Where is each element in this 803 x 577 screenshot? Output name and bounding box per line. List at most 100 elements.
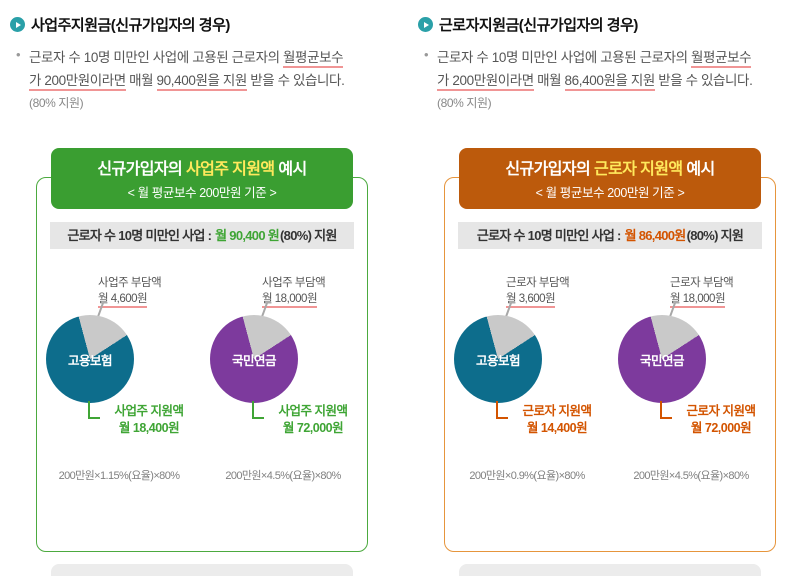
header-text: 예시 (682, 161, 715, 178)
desc-underlined: 90,400원을 지원 (156, 73, 247, 91)
support-title: 사업주 지원액 (278, 404, 348, 418)
support-label: 근로자 지원액 월 14,400원 (512, 403, 602, 436)
header-text: 신규가입자의 (505, 161, 594, 178)
formula-text: 200만원×4.5%(요율)×80% (633, 470, 749, 482)
desc-underlined: 가 200만원이라면 (29, 73, 126, 91)
burden-amount: 월 4,600원 (98, 293, 148, 308)
support-title: 근로자 지원액 (522, 404, 592, 418)
formula-text: 200만원×4.5%(요율)×80% (225, 470, 341, 482)
pie-group-employment-insurance: 근로자 부담액 월 3,600원 고용보험 근로자 지원액 월 14,400원 … (450, 275, 604, 489)
example-box-header: 신규가입자의 근로자 지원액 예시 < 월 평균보수 200만원 기준 > (459, 148, 761, 209)
support-label: 근로자 지원액 월 72,000원 (676, 403, 766, 436)
example-box-subtitle: < 월 평균보수 200만원 기준 > (127, 186, 277, 200)
desc-text: 받을 수 있습니다. (246, 73, 345, 88)
bullet-dot: • (424, 47, 429, 62)
bracket-line (88, 401, 100, 419)
summary-bar-label: 근로자 수 10명 미만인 사업 : (476, 228, 624, 243)
description-note: (80% 지원) (437, 96, 492, 110)
section-title: 사업주지원금(신규가입자의 경우) (31, 17, 230, 34)
pie-chart-label: 국민연금 (231, 353, 277, 368)
bracket-line (252, 401, 264, 419)
employer-support-column: 사업주지원금(신규가입자의 경우) • 근로자 수 10명 미만인 사업에 고용… (10, 14, 394, 576)
desc-underlined: 월평균보수 (691, 50, 752, 68)
arrow-circle-icon (10, 17, 25, 32)
pie-chart-national-pension: 국민연금 (210, 315, 298, 403)
summary-bar: 근로자 수 10명 미만인 사업 : 월 86,400원(80%) 지원 (458, 222, 762, 249)
pie-chart-employment-insurance: 고용보험 (46, 315, 134, 403)
burden-title: 근로자 부담액 (670, 277, 734, 289)
support-title: 근로자 지원액 (686, 404, 756, 418)
bracket-line (496, 401, 508, 419)
support-amount: 월 18,400원 (118, 420, 180, 435)
header-emphasis: 사업주 지원액 (185, 161, 275, 178)
desc-text: 받을 수 있습니다. (654, 73, 753, 88)
burden-amount: 월 3,600원 (506, 293, 556, 308)
next-section-strip (459, 564, 761, 576)
pie-chart-employment-insurance: 고용보험 (454, 315, 542, 403)
support-amount: 월 72,000원 (282, 420, 344, 435)
pie-chart-label: 고용보험 (475, 353, 521, 368)
formula-text: 200만원×1.15%(요율)×80% (58, 470, 180, 482)
summary-bar-tail: (80%) 지원 (280, 228, 337, 243)
burden-amount: 월 18,000원 (262, 293, 318, 308)
bracket-line (660, 401, 672, 419)
burden-label: 근로자 부담액 월 18,000원 (670, 275, 734, 308)
description-line-1: 근로자 수 10명 미만인 사업에 고용된 근로자의 월평균보수 (29, 46, 394, 69)
burden-label: 사업주 부담액 월 18,000원 (262, 275, 326, 308)
worker-example-box: 신규가입자의 근로자 지원액 예시 < 월 평균보수 200만원 기준 > 근로… (444, 148, 776, 552)
worker-support-column: 근로자지원금(신규가입자의 경우) • 근로자 수 10명 미만인 사업에 고용… (418, 14, 802, 576)
support-label: 사업주 지원액 월 72,000원 (268, 403, 358, 436)
desc-underlined: 월평균보수 (283, 50, 344, 68)
header-emphasis: 근로자 지원액 (593, 161, 683, 178)
pie-chart-label: 고용보험 (67, 353, 113, 368)
arrow-glyph (424, 21, 429, 28)
pie-row: 근로자 부담액 월 3,600원 고용보험 근로자 지원액 월 14,400원 … (445, 275, 775, 489)
description-line-2: 가 200만원이라면 매월 90,400원을 지원 받을 수 있습니다. (29, 69, 394, 92)
pie-group-national-pension: 사업주 부담액 월 18,000원 국민연금 사업주 지원액 월 72,000원… (206, 275, 360, 489)
section-description: • 근로자 수 10명 미만인 사업에 고용된 근로자의 월평균보수 가 200… (424, 46, 802, 115)
description-note: (80% 지원) (29, 96, 84, 110)
support-amount: 월 72,000원 (690, 420, 752, 435)
desc-text: 매월 (125, 73, 157, 88)
formula-text: 200만원×0.9%(요율)×80% (469, 470, 585, 482)
pie-chart-label: 국민연금 (639, 353, 685, 368)
summary-bar-amount: 월 86,400원 (624, 228, 687, 243)
support-label: 사업주 지원액 월 18,400원 (104, 403, 194, 436)
section-title-row: 근로자지원금(신규가입자의 경우) (418, 14, 802, 35)
next-section-strip (51, 564, 353, 576)
pie-group-national-pension: 근로자 부담액 월 18,000원 국민연금 근로자 지원액 월 72,000원… (614, 275, 768, 489)
section-description: • 근로자 수 10명 미만인 사업에 고용된 근로자의 월평균보수 가 200… (16, 46, 394, 115)
example-box-title: 신규가입자의 근로자 지원액 예시 (459, 155, 761, 179)
desc-text: 매월 (533, 73, 565, 88)
burden-title: 근로자 부담액 (506, 277, 570, 289)
burden-amount: 월 18,000원 (670, 293, 726, 308)
employer-example-box: 신규가입자의 사업주 지원액 예시 < 월 평균보수 200만원 기준 > 근로… (36, 148, 368, 552)
example-box-subtitle: < 월 평균보수 200만원 기준 > (535, 186, 685, 200)
pie-group-employment-insurance: 사업주 부담액 월 4,600원 고용보험 사업주 지원액 월 18,400원 … (42, 275, 196, 489)
section-title-row: 사업주지원금(신규가입자의 경우) (10, 14, 394, 35)
summary-bar-amount: 월 90,400 원 (215, 228, 280, 243)
bullet-dot: • (16, 47, 21, 62)
burden-title: 사업주 부담액 (98, 277, 162, 289)
desc-underlined: 가 200만원이라면 (437, 73, 534, 91)
header-text: 신규가입자의 (97, 161, 186, 178)
summary-bar: 근로자 수 10명 미만인 사업 : 월 90,400 원(80%) 지원 (50, 222, 354, 249)
desc-text: 근로자 수 10명 미만인 사업에 고용된 근로자의 (29, 50, 284, 65)
burden-label: 사업주 부담액 월 4,600원 (98, 275, 162, 308)
summary-bar-tail: (80%) 지원 (686, 228, 744, 243)
desc-underlined: 86,400원을 지원 (564, 73, 655, 91)
burden-label: 근로자 부담액 월 3,600원 (506, 275, 570, 308)
arrow-circle-icon (418, 17, 433, 32)
description-line-1: 근로자 수 10명 미만인 사업에 고용된 근로자의 월평균보수 (437, 46, 802, 69)
support-amount: 월 14,400원 (526, 420, 588, 435)
description-line-2: 가 200만원이라면 매월 86,400원을 지원 받을 수 있습니다. (437, 69, 802, 92)
arrow-glyph (16, 21, 21, 28)
pie-chart-national-pension: 국민연금 (618, 315, 706, 403)
example-box-header: 신규가입자의 사업주 지원액 예시 < 월 평균보수 200만원 기준 > (51, 148, 353, 209)
desc-text: 근로자 수 10명 미만인 사업에 고용된 근로자의 (437, 50, 692, 65)
section-title: 근로자지원금(신규가입자의 경우) (439, 17, 638, 34)
header-text: 예시 (274, 161, 307, 178)
pie-row: 사업주 부담액 월 4,600원 고용보험 사업주 지원액 월 18,400원 … (37, 275, 367, 489)
support-title: 사업주 지원액 (114, 404, 184, 418)
